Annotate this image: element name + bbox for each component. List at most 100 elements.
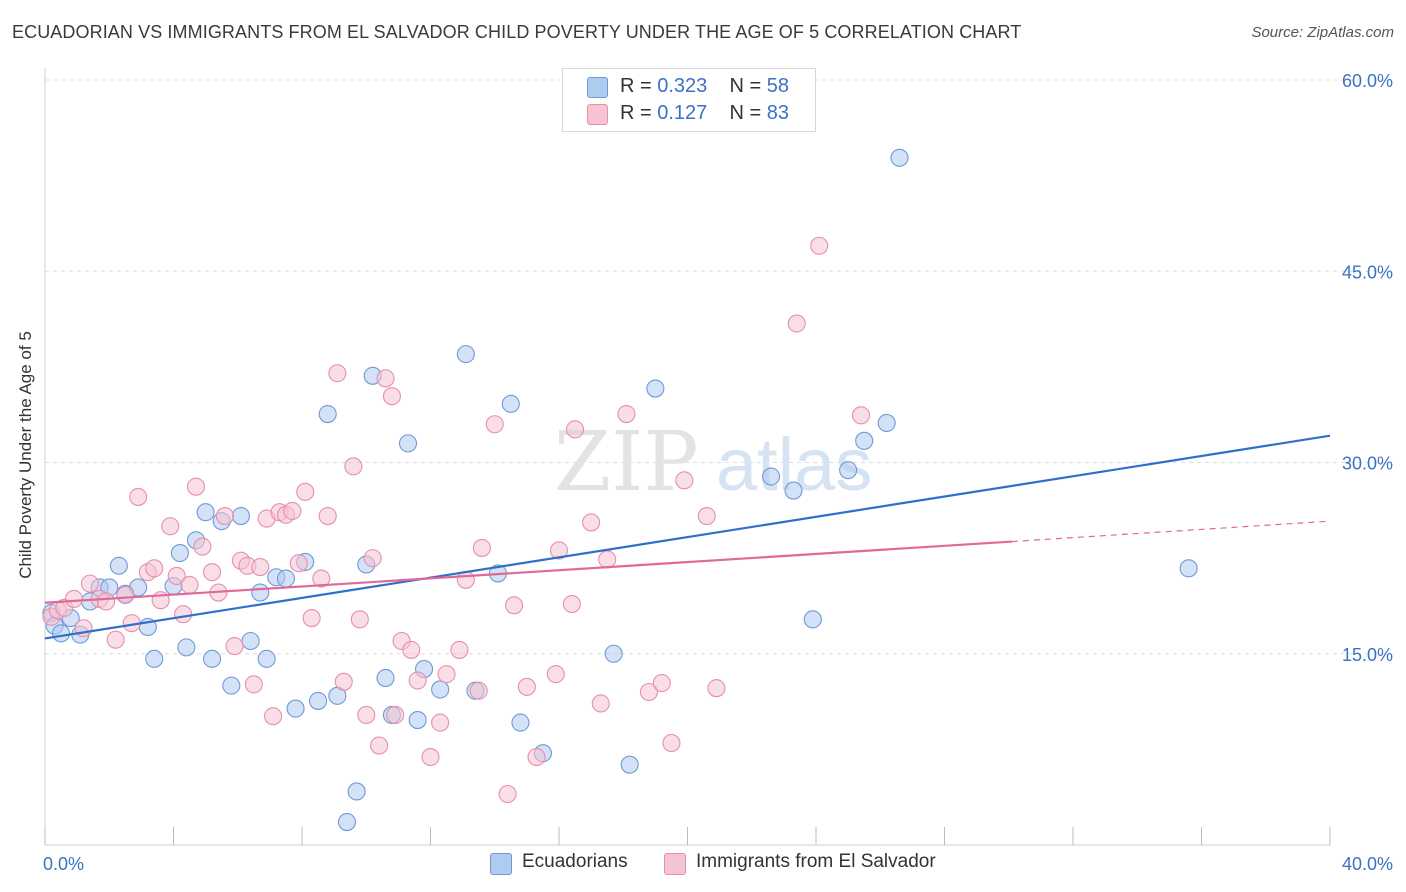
y-tick-label: 30.0% bbox=[1342, 454, 1393, 474]
point-el-salvador bbox=[145, 559, 164, 578]
point-ecuadorians bbox=[318, 404, 337, 424]
trend-line-el-salvador bbox=[44, 540, 1013, 604]
legend-label-el-salvador: Immigrants from El Salvador bbox=[696, 851, 936, 872]
point-ecuadorians bbox=[109, 556, 128, 575]
point-el-salvador bbox=[357, 705, 376, 725]
point-el-salvador bbox=[485, 415, 504, 434]
point-el-salvador bbox=[80, 574, 100, 593]
point-ecuadorians bbox=[646, 379, 665, 398]
point-el-salvador bbox=[582, 513, 601, 532]
point-el-salvador bbox=[421, 747, 440, 767]
point-ecuadorians bbox=[511, 713, 530, 732]
point-ecuadorians bbox=[604, 644, 623, 663]
point-el-salvador bbox=[450, 640, 469, 659]
point-el-salvador bbox=[402, 640, 421, 659]
point-el-salvador bbox=[498, 784, 517, 804]
point-el-salvador bbox=[363, 549, 382, 568]
point-ecuadorians bbox=[222, 676, 241, 695]
point-el-salvador bbox=[129, 487, 148, 506]
point-ecuadorians bbox=[501, 394, 520, 413]
point-ecuadorians bbox=[456, 345, 475, 364]
trend-line-el-salvador-extension bbox=[1011, 520, 1331, 543]
point-el-salvador bbox=[639, 682, 659, 702]
point-el-salvador bbox=[675, 471, 694, 490]
point-ecuadorians bbox=[784, 481, 803, 500]
point-ecuadorians bbox=[855, 431, 874, 450]
point-ecuadorians bbox=[251, 583, 270, 602]
trend-lines bbox=[44, 434, 1331, 640]
point-el-salvador bbox=[598, 550, 617, 569]
point-el-salvador bbox=[472, 538, 491, 557]
legend-r-label: R = bbox=[620, 102, 658, 124]
legend-swatch-pink bbox=[587, 104, 608, 125]
point-ecuadorians bbox=[347, 782, 366, 801]
point-ecuadorians bbox=[890, 148, 909, 167]
x-tick-label: 0.0% bbox=[43, 854, 84, 874]
point-ecuadorians bbox=[803, 610, 822, 629]
point-el-salvador bbox=[591, 694, 610, 713]
point-ecuadorians bbox=[877, 413, 896, 433]
point-el-salvador bbox=[566, 420, 585, 439]
point-el-salvador bbox=[707, 679, 726, 698]
y-tick-label: 60.0% bbox=[1342, 71, 1393, 91]
point-el-salvador bbox=[283, 501, 302, 521]
point-el-salvador bbox=[810, 236, 829, 255]
point-ecuadorians bbox=[241, 631, 260, 651]
point-el-salvador bbox=[527, 747, 546, 767]
point-el-salvador bbox=[302, 608, 321, 628]
point-ecuadorians bbox=[145, 649, 164, 668]
point-el-salvador bbox=[328, 364, 347, 383]
point-el-salvador bbox=[334, 672, 353, 691]
point-ecuadorians bbox=[431, 680, 450, 699]
point-el-salvador bbox=[617, 404, 636, 424]
legend-n-label: N = bbox=[729, 75, 767, 97]
point-el-salvador bbox=[546, 665, 565, 684]
point-el-salvador bbox=[180, 575, 199, 594]
point-el-salvador bbox=[215, 506, 234, 526]
x-tick-label: 40.0% bbox=[1342, 854, 1393, 874]
stats-legend: R = 0.323 N = 58 R = 0.127 N = 83 bbox=[562, 68, 816, 132]
point-el-salvador bbox=[106, 630, 125, 649]
point-ecuadorians bbox=[761, 467, 781, 486]
point-el-salvador bbox=[174, 605, 193, 624]
point-el-salvador bbox=[96, 592, 116, 611]
points-layer bbox=[42, 148, 1198, 832]
point-ecuadorians bbox=[52, 624, 71, 643]
point-el-salvador bbox=[244, 675, 263, 694]
point-ecuadorians bbox=[196, 503, 215, 522]
point-el-salvador bbox=[167, 566, 186, 586]
watermark: ZIP atlas bbox=[554, 415, 872, 510]
point-ecuadorians bbox=[177, 638, 196, 657]
point-el-salvador bbox=[116, 586, 135, 605]
legend-r-label: R = bbox=[620, 75, 658, 97]
legend-label-ecuadorians: Ecuadorians bbox=[522, 851, 628, 872]
trend-line-ecuadorians bbox=[44, 434, 1331, 640]
chart-title: ECUADORIAN VS IMMIGRANTS FROM EL SALVADO… bbox=[12, 22, 1022, 42]
legend-swatch-blue bbox=[587, 77, 608, 98]
point-ecuadorians bbox=[839, 461, 858, 480]
legend-swatch-pink bbox=[664, 853, 686, 875]
point-el-salvador bbox=[350, 610, 369, 629]
legend-n-label: N = bbox=[729, 102, 767, 124]
point-el-salvador bbox=[318, 506, 337, 526]
y-tick-label: 15.0% bbox=[1342, 645, 1393, 665]
point-el-salvador bbox=[787, 314, 806, 333]
point-el-salvador bbox=[504, 596, 524, 615]
point-ecuadorians bbox=[276, 569, 295, 588]
point-ecuadorians bbox=[170, 543, 189, 563]
point-ecuadorians bbox=[257, 649, 276, 668]
point-ecuadorians bbox=[1179, 559, 1198, 578]
source-label: Source: ZipAtlas.com bbox=[1251, 24, 1394, 41]
point-ecuadorians bbox=[398, 434, 418, 453]
legend-r-value: 0.323 bbox=[657, 75, 708, 97]
point-el-salvador bbox=[312, 569, 331, 588]
legend-r-value: 0.127 bbox=[657, 102, 708, 124]
point-el-salvador bbox=[469, 681, 488, 700]
point-el-salvador bbox=[289, 554, 308, 573]
point-el-salvador bbox=[193, 537, 212, 556]
point-el-salvador bbox=[662, 733, 681, 753]
point-el-salvador bbox=[652, 674, 671, 693]
point-el-salvador bbox=[386, 705, 405, 725]
legend-n-value: 83 bbox=[766, 102, 790, 124]
